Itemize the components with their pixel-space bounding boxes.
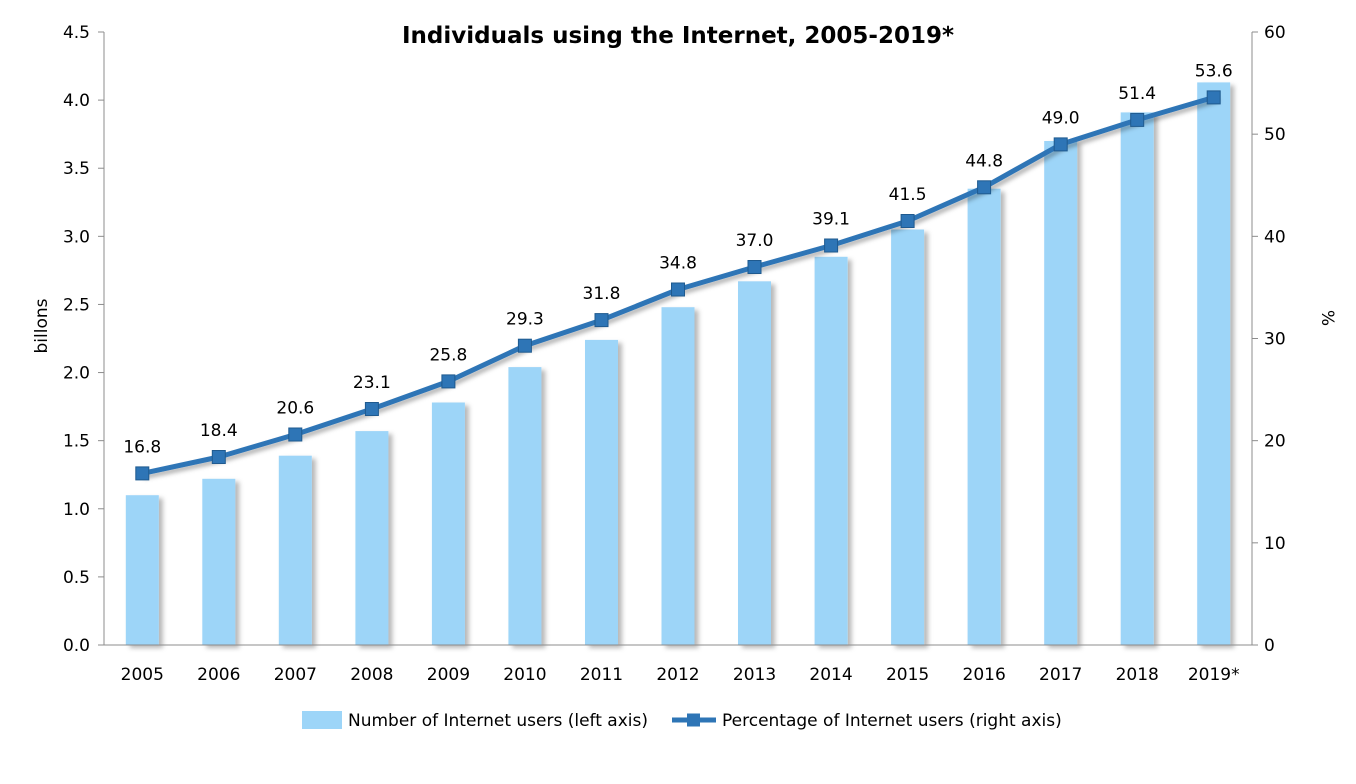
x-tick-label: 2013 [733, 665, 776, 685]
x-tick-label: 2009 [427, 665, 470, 685]
point-marker-2010 [517, 338, 532, 353]
x-tick-label: 2015 [886, 665, 929, 685]
x-tick-label: 2010 [503, 665, 546, 685]
right-tick-label: 10 [1264, 534, 1286, 554]
data-label: 20.6 [276, 399, 314, 419]
point-marker-2005 [135, 466, 150, 481]
bar-2010 [508, 367, 542, 645]
point-marker-2006 [211, 450, 226, 464]
right-tick-label: 50 [1264, 125, 1286, 145]
bar-2008 [355, 431, 389, 645]
x-tick-label: 2016 [963, 665, 1006, 685]
left-axis-title: billons [32, 298, 52, 353]
data-label: 34.8 [659, 254, 697, 274]
legend: Number of Internet users (left axis) Perc… [302, 711, 1062, 731]
x-tick-label: 2019* [1188, 665, 1240, 685]
right-tick-label: 30 [1264, 330, 1286, 350]
bar-2015 [891, 229, 925, 645]
legend-bar-label: Number of Internet users (left axis) [348, 711, 648, 731]
left-tick-label: 4.0 [63, 91, 90, 111]
point-marker-2018 [1130, 112, 1145, 127]
left-tick-label: 1.5 [63, 432, 90, 452]
left-tick-label: 0.5 [63, 568, 90, 588]
bar-2013 [738, 281, 771, 645]
data-label: 39.1 [812, 210, 850, 230]
x-tick-label: 2006 [197, 665, 240, 685]
x-tick-label: 2008 [350, 665, 393, 685]
data-label: 41.5 [889, 185, 927, 205]
right-tick-label: 60 [1264, 23, 1286, 43]
x-tick-label: 2012 [656, 665, 699, 685]
x-tick-label: 2018 [1116, 665, 1159, 685]
x-tick-label: 2005 [121, 665, 164, 685]
point-marker-2015 [900, 214, 915, 228]
left-tick-label: 1.0 [63, 500, 90, 520]
point-marker-2014 [824, 238, 839, 253]
bar-2016 [967, 188, 1001, 645]
left-tick-label: 3.5 [63, 159, 90, 179]
point-marker-2012 [671, 282, 685, 297]
point-marker-2007 [288, 427, 303, 442]
axes-layer: 0.0 0.5 1.0 1.5 2.0 2.5 3.0 3.5 4.0 4.5 0 10 20 30 40 5… [63, 23, 1286, 685]
point-marker-2008 [364, 402, 379, 416]
left-tick-label: 2.5 [63, 295, 90, 315]
bar-2011 [585, 339, 618, 645]
x-tick-label: 2011 [580, 665, 623, 685]
bars-layer [125, 82, 1231, 645]
bar-2009 [431, 402, 465, 645]
bar-2014 [814, 256, 848, 645]
data-label: 16.8 [123, 437, 161, 457]
right-tick-label: 0 [1264, 636, 1275, 656]
data-label: 51.4 [1118, 84, 1156, 104]
x-tick-label: 2017 [1039, 665, 1082, 685]
legend-bar-swatch [302, 711, 342, 729]
bar-2005 [125, 495, 159, 645]
point-marker-2016 [977, 180, 992, 195]
data-label: 31.8 [583, 284, 621, 304]
left-tick-label: 0.0 [63, 636, 90, 656]
data-label: 23.1 [353, 373, 391, 393]
x-tick-label: 2007 [274, 665, 317, 685]
bar-2017 [1044, 141, 1078, 645]
left-tick-label: 4.5 [63, 23, 90, 43]
legend-marker-swatch [687, 713, 700, 727]
point-marker-2013 [747, 260, 762, 274]
line-layer [135, 90, 1221, 481]
left-tick-label: 2.0 [63, 364, 90, 384]
point-marker-2019* [1206, 90, 1221, 105]
chart-title: Individuals using the Internet, 2005-201… [402, 23, 954, 49]
bar-2019* [1197, 82, 1231, 645]
data-label: 53.6 [1195, 61, 1233, 81]
data-label: 37.0 [736, 231, 774, 251]
bar-2018 [1120, 112, 1154, 645]
right-tick-label: 40 [1264, 227, 1286, 247]
bar-2006 [202, 478, 236, 645]
data-label: 18.4 [200, 421, 238, 441]
point-marker-2017 [1053, 137, 1068, 152]
left-tick-label: 3.0 [63, 227, 90, 247]
legend-line-label: Percentage of Internet users (right axis… [722, 711, 1062, 731]
data-label: 49.0 [1042, 108, 1080, 128]
point-marker-2011 [594, 313, 609, 328]
right-axis-title: % [1317, 310, 1337, 326]
labels-layer: 16.8 18.4 20.6 23.1 25.8 29.3 31.8 34.8 37.0 39.1… [123, 61, 1232, 457]
x-tick-label: 2014 [809, 665, 852, 685]
data-label: 44.8 [965, 151, 1003, 171]
data-label: 29.3 [506, 310, 544, 330]
bar-2012 [661, 307, 695, 645]
right-tick-label: 20 [1264, 432, 1286, 452]
bar-2007 [278, 455, 312, 645]
point-marker-2009 [441, 374, 456, 389]
data-label: 25.8 [429, 345, 467, 365]
